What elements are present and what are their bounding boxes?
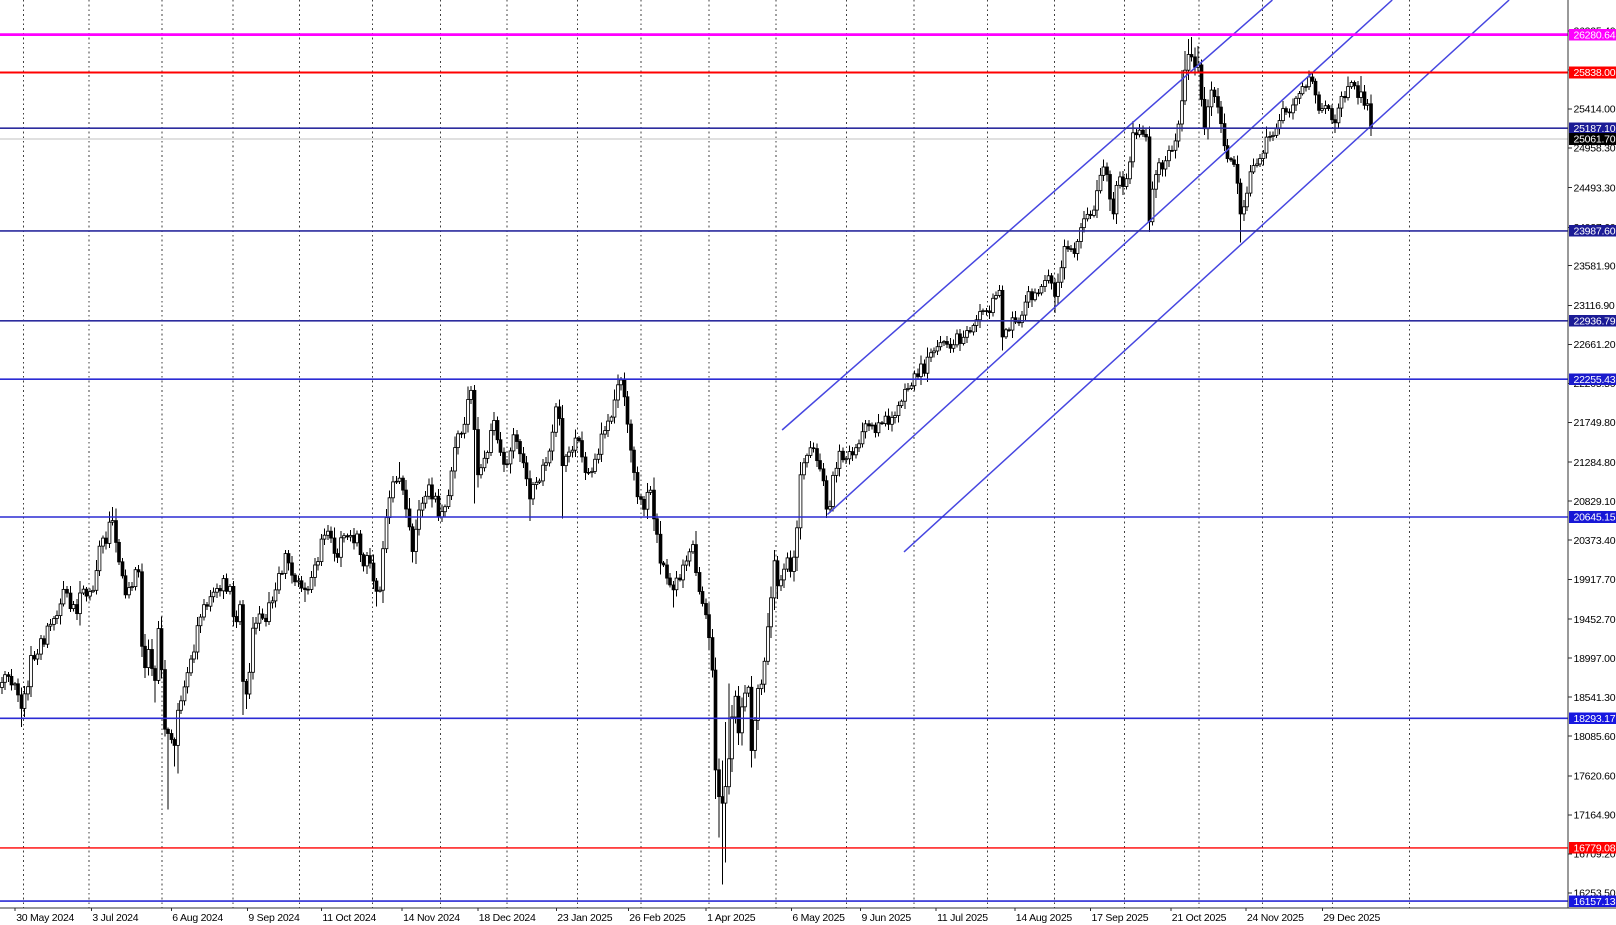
svg-text:17164.90: 17164.90 bbox=[1574, 810, 1616, 822]
svg-text:18541.30: 18541.30 bbox=[1574, 692, 1616, 704]
svg-text:20829.10: 20829.10 bbox=[1574, 496, 1616, 508]
svg-text:11 Jul 2025: 11 Jul 2025 bbox=[937, 912, 988, 924]
svg-text:24958.30: 24958.30 bbox=[1574, 143, 1616, 155]
svg-text:26 Feb 2025: 26 Feb 2025 bbox=[629, 912, 686, 924]
svg-text:6 May 2025: 6 May 2025 bbox=[792, 912, 845, 924]
svg-text:19452.70: 19452.70 bbox=[1574, 614, 1616, 626]
svg-text:1 Apr 2025: 1 Apr 2025 bbox=[707, 912, 756, 924]
svg-text:22936.79: 22936.79 bbox=[1574, 316, 1616, 328]
svg-text:18085.60: 18085.60 bbox=[1574, 731, 1616, 743]
svg-text:24 Nov 2025: 24 Nov 2025 bbox=[1247, 912, 1304, 924]
svg-text:14 Nov 2024: 14 Nov 2024 bbox=[403, 912, 460, 924]
svg-text:29 Dec 2025: 29 Dec 2025 bbox=[1323, 912, 1380, 924]
svg-text:21284.80: 21284.80 bbox=[1574, 457, 1616, 469]
svg-text:24493.30: 24493.30 bbox=[1574, 182, 1616, 194]
svg-text:23581.90: 23581.90 bbox=[1574, 260, 1616, 272]
svg-text:20373.40: 20373.40 bbox=[1574, 535, 1616, 547]
svg-text:20645.15: 20645.15 bbox=[1574, 512, 1616, 524]
svg-text:9 Jun 2025: 9 Jun 2025 bbox=[862, 912, 912, 924]
svg-text:17620.60: 17620.60 bbox=[1574, 771, 1616, 783]
svg-text:18293.17: 18293.17 bbox=[1574, 713, 1616, 725]
svg-text:21749.80: 21749.80 bbox=[1574, 417, 1616, 429]
svg-text:22661.20: 22661.20 bbox=[1574, 339, 1616, 351]
svg-text:14 Aug 2025: 14 Aug 2025 bbox=[1016, 912, 1073, 924]
svg-text:23116.90: 23116.90 bbox=[1574, 300, 1615, 312]
svg-text:18997.00: 18997.00 bbox=[1574, 653, 1616, 665]
svg-text:16779.08: 16779.08 bbox=[1574, 843, 1616, 855]
svg-text:3 Jul 2024: 3 Jul 2024 bbox=[92, 912, 138, 924]
svg-text:21 Oct 2025: 21 Oct 2025 bbox=[1172, 912, 1227, 924]
svg-text:25061.70: 25061.70 bbox=[1574, 134, 1616, 146]
svg-text:25187.10: 25187.10 bbox=[1574, 123, 1616, 135]
svg-text:11 Oct 2024: 11 Oct 2024 bbox=[322, 912, 376, 924]
svg-text:23987.60: 23987.60 bbox=[1574, 226, 1616, 238]
svg-text:22255.43: 22255.43 bbox=[1574, 374, 1616, 386]
svg-text:19917.70: 19917.70 bbox=[1574, 574, 1616, 586]
svg-text:16157.13: 16157.13 bbox=[1574, 896, 1616, 908]
svg-text:23 Jan 2025: 23 Jan 2025 bbox=[557, 912, 612, 924]
svg-text:9 Sep 2024: 9 Sep 2024 bbox=[248, 912, 300, 924]
svg-text:25414.00: 25414.00 bbox=[1574, 104, 1616, 116]
svg-text:26280.64: 26280.64 bbox=[1574, 29, 1616, 41]
svg-text:30 May 2024: 30 May 2024 bbox=[16, 912, 74, 924]
svg-text:25838.00: 25838.00 bbox=[1574, 67, 1616, 79]
svg-text:6 Aug 2024: 6 Aug 2024 bbox=[172, 912, 223, 924]
svg-text:18 Dec 2024: 18 Dec 2024 bbox=[479, 912, 536, 924]
svg-text:17 Sep 2025: 17 Sep 2025 bbox=[1092, 912, 1149, 924]
